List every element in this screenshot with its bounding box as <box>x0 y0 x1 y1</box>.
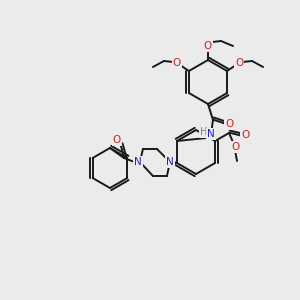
Text: H: H <box>200 127 208 137</box>
Text: O: O <box>204 41 212 51</box>
Text: O: O <box>235 58 243 68</box>
Text: N: N <box>134 157 142 167</box>
Text: N: N <box>166 157 174 167</box>
Text: O: O <box>225 119 233 129</box>
Text: N: N <box>207 129 215 139</box>
Text: O: O <box>113 135 121 145</box>
Text: O: O <box>231 142 239 152</box>
Text: O: O <box>241 130 249 140</box>
Text: O: O <box>173 58 181 68</box>
